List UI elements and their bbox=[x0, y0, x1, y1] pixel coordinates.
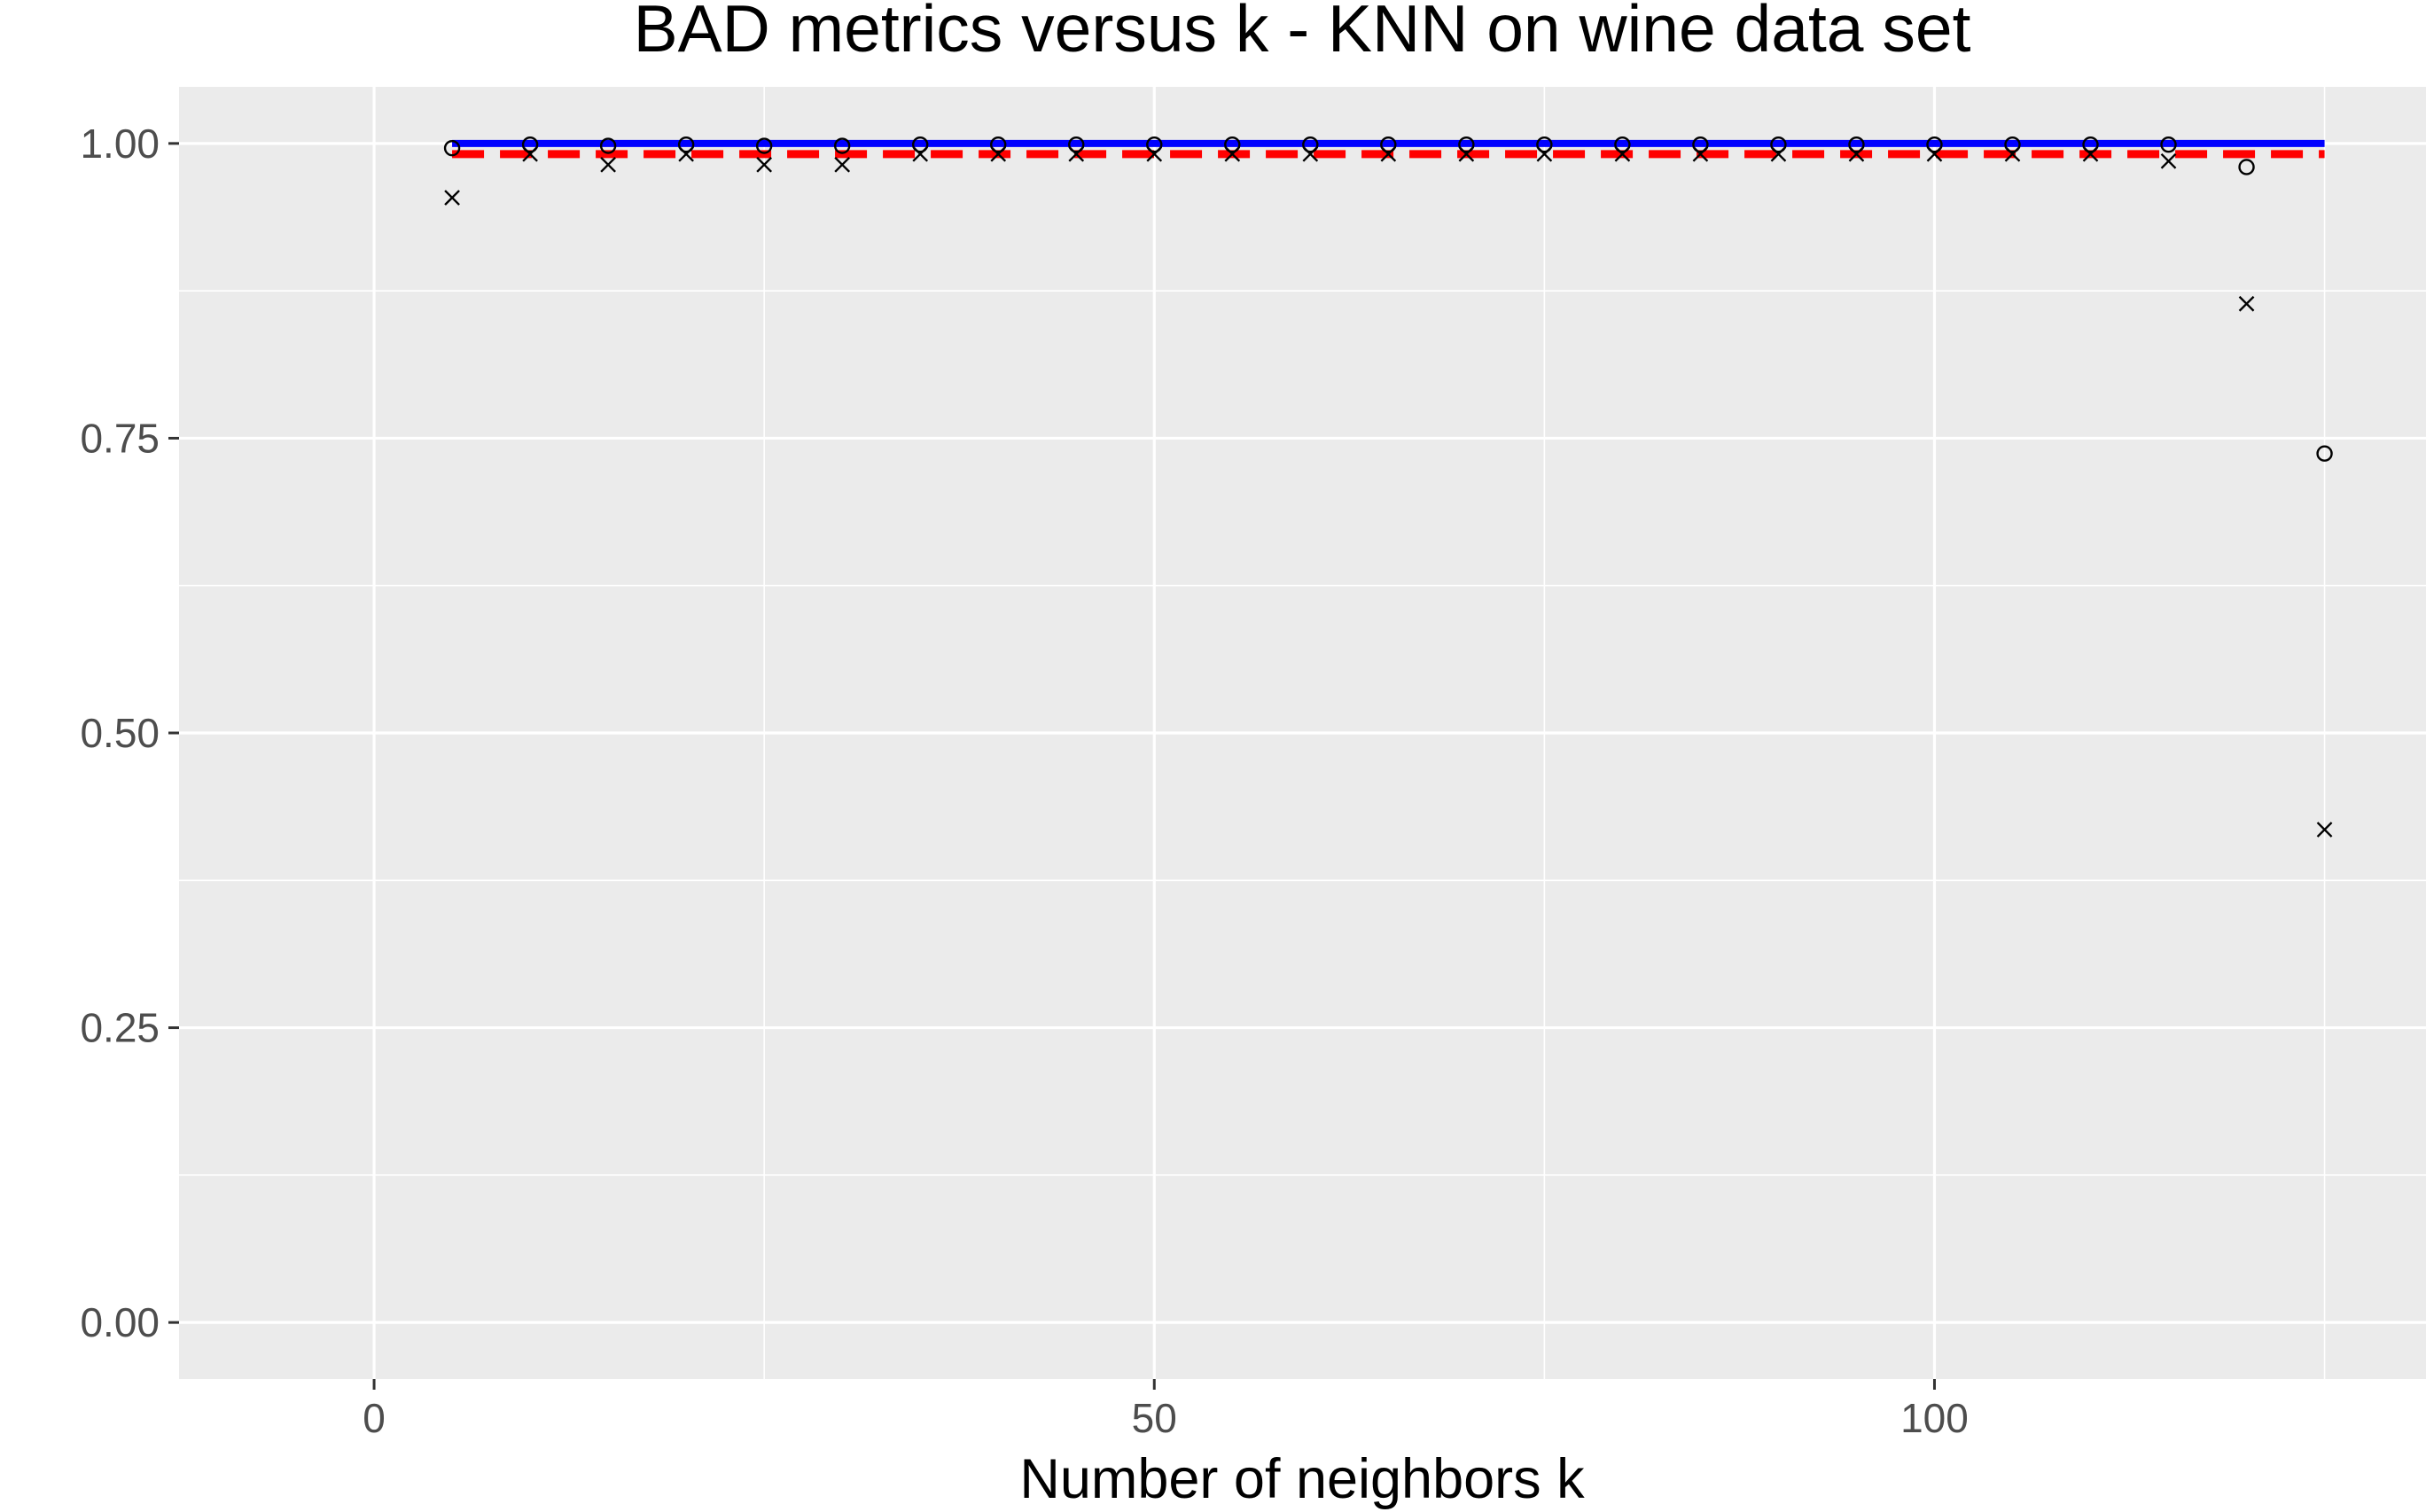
cross-point bbox=[1848, 145, 1865, 162]
cross-point bbox=[1536, 145, 1553, 162]
axes: 0.00 0.25 0.50 0.75 1.00 0 50 100 bbox=[80, 121, 1968, 1441]
circle-point bbox=[1926, 136, 1943, 153]
circle-point bbox=[990, 136, 1007, 153]
cross-point bbox=[990, 145, 1007, 162]
cross-point bbox=[678, 145, 694, 162]
circle-point bbox=[1770, 136, 1787, 153]
cross-point bbox=[522, 145, 538, 162]
cross-point bbox=[1770, 145, 1787, 162]
cross-point bbox=[2160, 152, 2177, 169]
circle-point bbox=[755, 137, 773, 154]
circle-point bbox=[1848, 136, 1865, 153]
cross-point bbox=[1146, 145, 1163, 162]
circle-point bbox=[1380, 136, 1397, 153]
data-points bbox=[443, 136, 2333, 838]
circle-point bbox=[2238, 159, 2255, 175]
y-tick-label: 0.00 bbox=[80, 1299, 160, 1345]
circle-point bbox=[2316, 445, 2333, 462]
cross-point bbox=[600, 156, 616, 173]
cross-point bbox=[2238, 295, 2255, 312]
cross-point bbox=[1224, 145, 1241, 162]
cross-point bbox=[834, 156, 851, 173]
chart-title: BAD metrics versus k - KNN on wine data … bbox=[634, 0, 1971, 66]
circle-point bbox=[1146, 136, 1163, 153]
cross-point bbox=[756, 156, 773, 173]
cross-point bbox=[2316, 822, 2333, 838]
circle-point bbox=[1068, 136, 1085, 153]
circle-point bbox=[1224, 136, 1241, 153]
circle-point bbox=[911, 136, 929, 153]
circle-point bbox=[2004, 136, 2021, 153]
cross-point bbox=[1380, 145, 1397, 162]
cross-point bbox=[2004, 145, 2021, 162]
circle-point bbox=[443, 139, 461, 157]
circle-point bbox=[1536, 136, 1553, 153]
cross-point bbox=[2082, 145, 2099, 162]
circle-point bbox=[1692, 136, 1709, 153]
circle-point bbox=[677, 136, 695, 153]
circle-point bbox=[1458, 136, 1475, 153]
circle-point bbox=[1302, 136, 1319, 153]
cross-point bbox=[1068, 145, 1085, 162]
y-tick-label: 1.00 bbox=[80, 121, 160, 167]
circle-point bbox=[833, 137, 851, 154]
cross-point bbox=[1614, 145, 1631, 162]
cross-point bbox=[1302, 145, 1319, 162]
circle-point bbox=[1614, 136, 1631, 153]
y-tick-label: 0.25 bbox=[80, 1005, 160, 1051]
cross-point bbox=[1692, 145, 1709, 162]
circle-point bbox=[2160, 136, 2177, 153]
x-tick-label: 100 bbox=[1900, 1395, 1969, 1441]
y-tick-label: 0.75 bbox=[80, 415, 160, 461]
cross-point bbox=[1926, 145, 1943, 162]
circle-point bbox=[2082, 136, 2099, 153]
cross-point bbox=[444, 190, 460, 206]
x-tick-label: 50 bbox=[1132, 1395, 1177, 1441]
x-axis-title: Number of neighbors k bbox=[1019, 1448, 1585, 1510]
cross-point bbox=[1458, 145, 1475, 162]
circle-point bbox=[521, 136, 539, 153]
x-tick-label: 0 bbox=[363, 1395, 386, 1441]
circle-point bbox=[599, 137, 617, 154]
cross-point bbox=[912, 145, 929, 162]
y-tick-label: 0.50 bbox=[80, 710, 160, 756]
